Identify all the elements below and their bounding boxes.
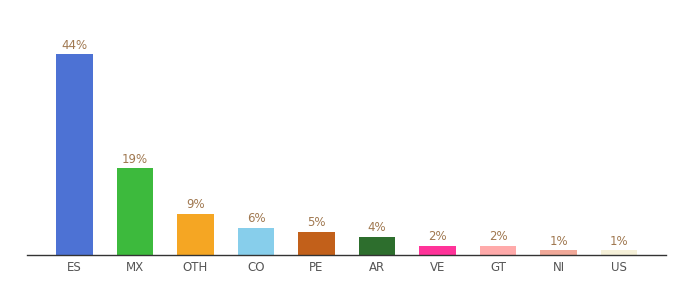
Text: 9%: 9%: [186, 198, 205, 211]
Bar: [117, 168, 153, 255]
Bar: [299, 232, 335, 255]
Text: 5%: 5%: [307, 216, 326, 230]
Bar: [601, 250, 637, 255]
Text: 4%: 4%: [368, 221, 386, 234]
Text: 44%: 44%: [61, 38, 88, 52]
Bar: [541, 250, 577, 255]
Text: 2%: 2%: [428, 230, 447, 243]
Bar: [420, 246, 456, 255]
Bar: [359, 237, 395, 255]
Bar: [177, 214, 214, 255]
Text: 2%: 2%: [489, 230, 507, 243]
Bar: [238, 228, 274, 255]
Bar: [56, 54, 92, 255]
Text: 19%: 19%: [122, 153, 148, 166]
Text: 1%: 1%: [549, 235, 568, 248]
Text: 1%: 1%: [610, 235, 628, 248]
Text: 6%: 6%: [247, 212, 265, 225]
Bar: [480, 246, 516, 255]
